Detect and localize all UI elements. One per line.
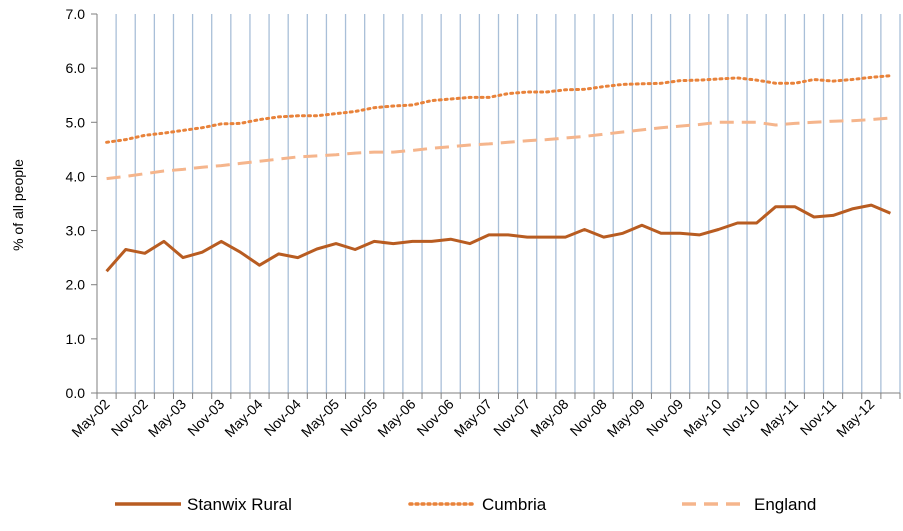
y-axis-title: % of all people [10, 159, 26, 251]
y-tick-label: 4.0 [66, 168, 86, 184]
x-tick-label: Nov-10 [719, 396, 762, 439]
y-tick-label: 5.0 [66, 114, 86, 130]
x-tick-label: Nov-08 [567, 396, 610, 439]
x-tick-label: May-02 [68, 396, 112, 440]
legend-label: England [754, 495, 816, 514]
legend-label: Cumbria [482, 495, 547, 514]
vertical-gridlines [115, 14, 901, 393]
x-tick-label: Nov-09 [643, 396, 686, 439]
x-tick-label: Nov-07 [490, 396, 533, 439]
x-tick-label: May-04 [221, 396, 265, 440]
y-tick-label: 0.0 [66, 385, 86, 401]
y-tick-label: 3.0 [66, 223, 86, 239]
x-tick-label: May-11 [757, 396, 801, 440]
y-tick-labels: 0.0 1.0 2.0 3.0 4.0 5.0 6.0 7.0 [66, 6, 86, 401]
axes [91, 13, 901, 399]
x-tick-label: May-09 [604, 396, 648, 440]
x-tick-label: May-08 [527, 396, 571, 440]
legend-label: Stanwix Rural [187, 495, 292, 514]
legend: Stanwix Rural Cumbria England [115, 495, 816, 514]
series-line-cumbria [105, 74, 892, 144]
x-tick-labels: May-02Nov-02May-03Nov-03May-04Nov-04May-… [68, 396, 877, 440]
x-tick-label: May-03 [145, 396, 189, 440]
x-tick-label: Nov-11 [797, 396, 840, 439]
y-tick-label: 7.0 [66, 6, 86, 22]
y-tick-label: 2.0 [66, 277, 86, 293]
y-tick-label: 6.0 [66, 60, 86, 76]
x-tick-label: Nov-03 [184, 396, 227, 439]
y-tick-label: 1.0 [66, 331, 86, 347]
x-tick-label: May-10 [680, 396, 724, 440]
x-tick-label: Nov-02 [108, 396, 151, 439]
x-tick-label: May-06 [374, 396, 418, 440]
x-tick-label: Nov-06 [414, 396, 457, 439]
x-tick-label: Nov-05 [337, 396, 380, 439]
x-tick-label: May-05 [298, 396, 342, 440]
x-tick-label: May-07 [451, 396, 495, 440]
x-tick-label: May-12 [833, 396, 877, 440]
x-tick-label: Nov-04 [261, 396, 304, 439]
series-lines [105, 74, 892, 273]
series-line-stanwix-rural [105, 203, 891, 273]
